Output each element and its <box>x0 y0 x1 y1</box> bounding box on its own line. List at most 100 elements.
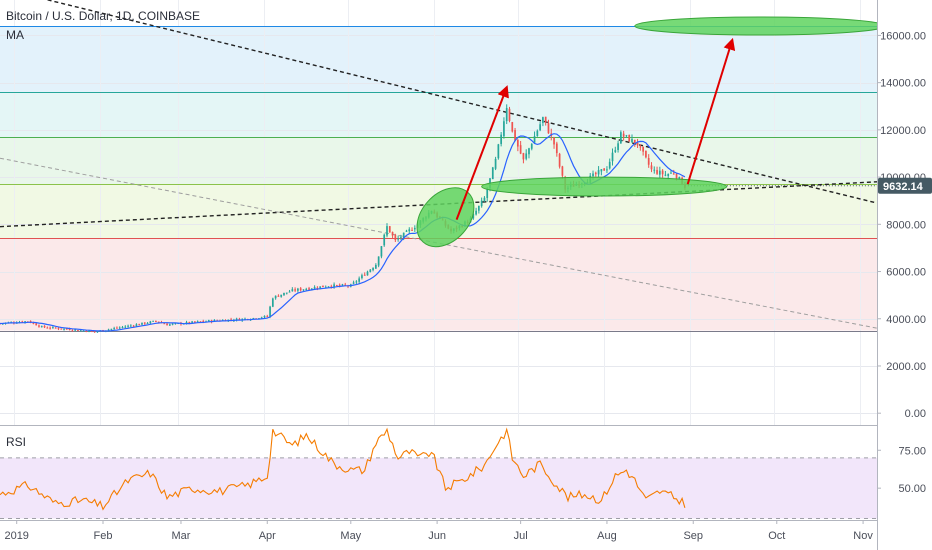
candle-body <box>132 325 135 327</box>
ma-line <box>0 133 686 332</box>
candle-body <box>606 169 608 171</box>
candle-body <box>297 288 299 291</box>
candle-body <box>650 165 653 170</box>
time-axis[interactable]: 2019 Feb Mar Apr May Jun Jul Aug Sep Oct Nov <box>4 520 873 542</box>
candle-body <box>394 234 397 241</box>
candle-body <box>118 327 121 329</box>
arrow-1 <box>686 37 736 185</box>
candle-body <box>283 292 285 295</box>
rsi-title[interactable]: RSI <box>6 435 26 449</box>
time-tick-label: Mar <box>171 530 190 542</box>
candle-body <box>35 323 38 326</box>
candle-body <box>600 169 603 172</box>
candle-body <box>377 256 380 266</box>
candle-body <box>366 271 369 276</box>
candle-body <box>597 170 600 175</box>
candle-body <box>670 172 672 174</box>
candle-body <box>202 320 205 322</box>
candle-body <box>372 267 374 271</box>
candle-body <box>32 322 35 324</box>
candle-body <box>631 138 633 143</box>
candle-body <box>65 328 68 330</box>
indicator-label[interactable]: MA <box>6 28 24 42</box>
time-tick-label: Feb <box>94 530 113 542</box>
candle-body <box>96 331 99 333</box>
candle-body <box>163 323 166 325</box>
candle-body <box>319 286 322 289</box>
candle-body <box>352 282 355 284</box>
candle-body <box>71 330 74 332</box>
price-pane[interactable] <box>0 0 885 425</box>
fib-zone-0 <box>0 25 877 93</box>
candle-body <box>361 275 363 279</box>
price-tick-label: 12000.00 <box>880 125 926 137</box>
candle-body <box>391 232 394 236</box>
price-axis[interactable]: 0.002000.004000.006000.008000.0010000.00… <box>877 30 926 420</box>
price-tag-bg <box>878 177 932 194</box>
candle-body <box>46 327 49 329</box>
candle-body <box>528 148 530 155</box>
candle-body <box>505 108 508 122</box>
candle-body <box>113 328 116 330</box>
candle-body <box>21 321 24 323</box>
candle-body <box>299 288 302 291</box>
fib-zone-4 <box>0 238 877 331</box>
candle-body <box>494 158 497 169</box>
candle-body <box>678 177 681 179</box>
candle-body <box>291 289 294 292</box>
candle-body <box>516 140 519 147</box>
ellipse-annotations <box>416 16 877 248</box>
candle-body <box>168 324 171 326</box>
candle-body <box>174 323 177 325</box>
candle-body <box>85 330 88 332</box>
candle-body <box>88 330 90 333</box>
candle-body <box>341 284 344 286</box>
candle-body <box>622 133 625 137</box>
candle-body <box>661 170 664 175</box>
arrow-annotations <box>455 37 736 220</box>
candle-body <box>324 286 327 288</box>
candle-body <box>553 137 555 145</box>
candle-body <box>57 328 60 330</box>
time-tick-label: Aug <box>597 530 617 542</box>
candle-body <box>138 324 141 326</box>
rsi-tick-label: 50.00 <box>898 483 926 495</box>
candle-body <box>358 278 361 282</box>
candle-body <box>400 237 402 239</box>
candle-body <box>110 328 113 330</box>
candle-body <box>636 142 639 146</box>
candle-body <box>143 322 146 324</box>
candle-body <box>49 327 51 329</box>
time-tick-label: 2019 <box>4 530 28 542</box>
ellipse-1 <box>481 176 728 197</box>
candle-body <box>614 150 617 152</box>
ellipse-2 <box>634 16 877 36</box>
candle-body <box>271 298 274 307</box>
candle-body <box>408 229 411 232</box>
candle-body <box>478 205 480 211</box>
candle-body <box>497 144 500 159</box>
price-tick-label: 4000.00 <box>886 314 926 326</box>
candle-body <box>308 288 310 290</box>
candle-body <box>405 230 408 232</box>
price-tick-label: 16000.00 <box>880 30 926 42</box>
candle-body <box>107 329 110 331</box>
candle-body <box>274 295 277 299</box>
rsi-pane[interactable] <box>0 427 877 519</box>
candle-body <box>374 264 377 269</box>
candle-body <box>539 124 541 131</box>
candle-body <box>91 331 93 333</box>
candle-body <box>252 318 255 320</box>
candle-body <box>127 325 129 327</box>
candle-body <box>146 322 149 324</box>
candle-body <box>472 213 475 219</box>
candle-body <box>542 117 544 123</box>
candle-body <box>656 170 658 174</box>
candle-body <box>555 143 558 154</box>
candle-body <box>213 319 216 322</box>
rsi-axis[interactable]: 50.00 75.00 <box>877 445 926 495</box>
price-tag-label: 9632.14 <box>883 181 924 193</box>
candle-body <box>63 328 65 330</box>
candle-body <box>594 172 597 175</box>
